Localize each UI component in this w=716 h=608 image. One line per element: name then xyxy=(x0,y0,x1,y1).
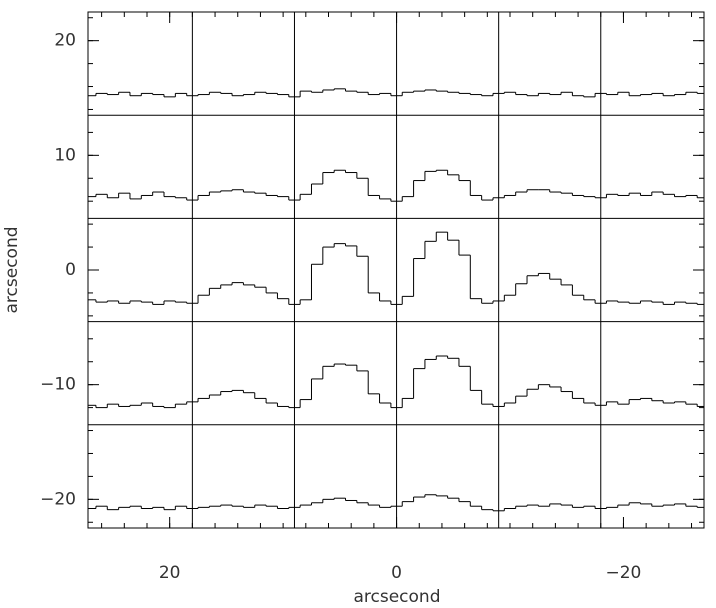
step-riser xyxy=(95,356,698,408)
step-riser xyxy=(95,88,698,97)
y-tick-label: 20 xyxy=(54,31,76,51)
x-tick-label: −20 xyxy=(606,563,642,583)
step-riser xyxy=(95,170,698,202)
plot-frame xyxy=(87,11,705,529)
step-riser xyxy=(95,232,698,305)
x-tick-label: 20 xyxy=(159,563,181,583)
x-axis-label: arcsecond xyxy=(353,587,440,607)
y-tick-label: 0 xyxy=(65,260,76,280)
step-riser xyxy=(95,494,698,511)
y-axis-label: arcsecond xyxy=(2,226,22,313)
y-tick-label: −20 xyxy=(40,489,76,509)
y-tick-label: 10 xyxy=(54,145,76,165)
y-tick-label: −10 xyxy=(40,375,76,395)
x-tick-label: 0 xyxy=(391,563,402,583)
